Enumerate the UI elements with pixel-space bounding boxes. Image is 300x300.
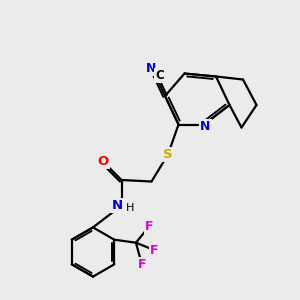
- Text: H: H: [126, 203, 134, 213]
- Text: F: F: [138, 258, 146, 271]
- Text: F: F: [150, 244, 159, 257]
- Text: N: N: [111, 199, 123, 212]
- Text: S: S: [163, 148, 173, 161]
- Text: N: N: [146, 61, 156, 75]
- Text: C: C: [155, 69, 164, 82]
- Text: N: N: [200, 119, 211, 133]
- Text: O: O: [98, 155, 109, 168]
- Text: F: F: [145, 220, 154, 233]
